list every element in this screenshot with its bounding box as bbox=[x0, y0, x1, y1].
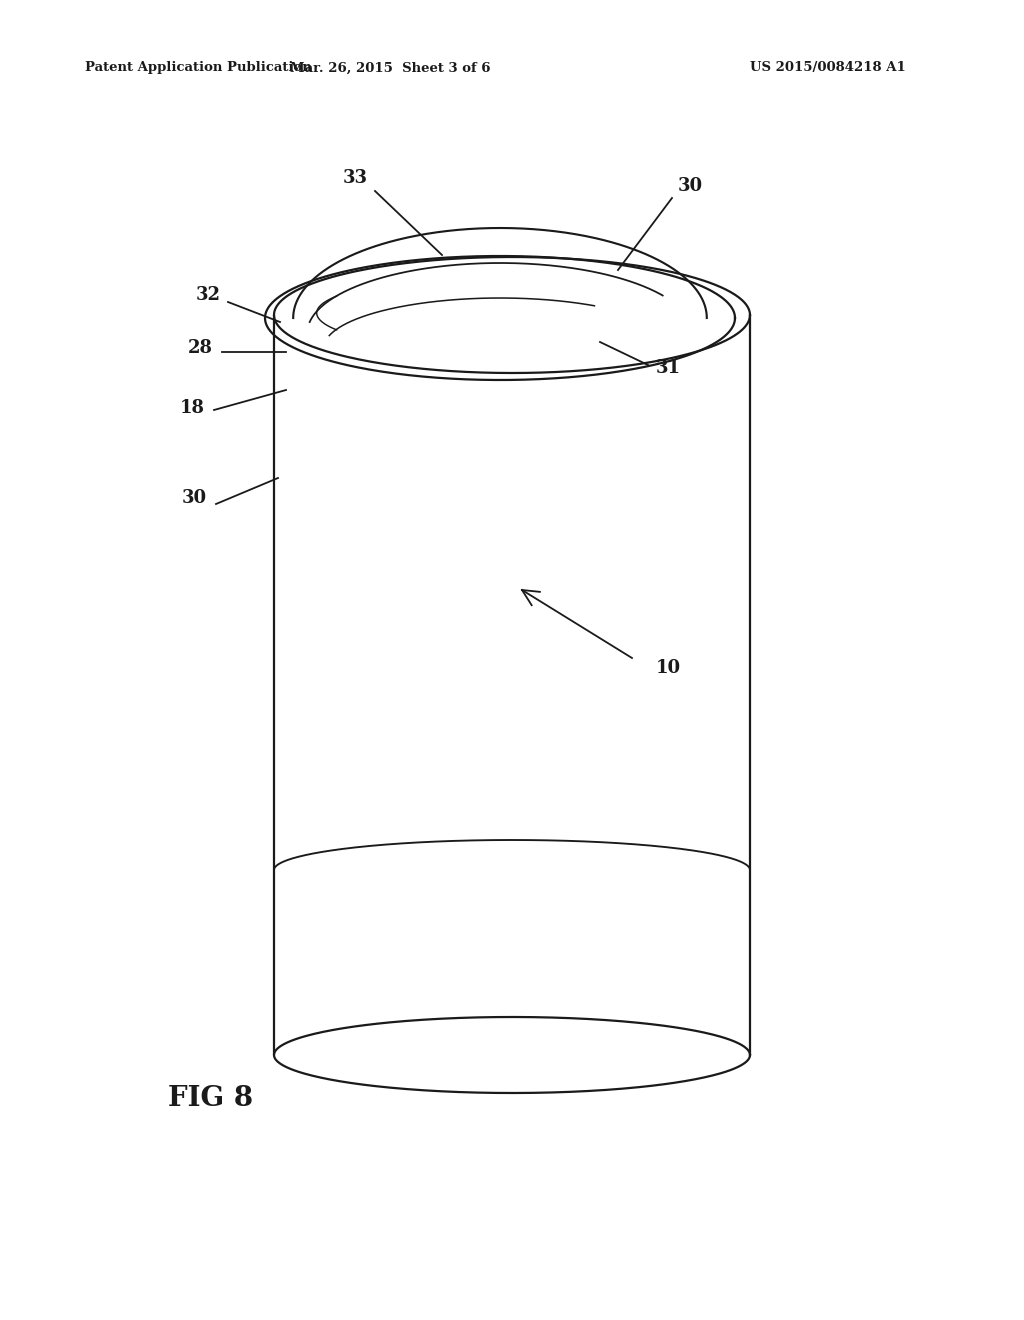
Text: 30: 30 bbox=[678, 177, 702, 195]
Text: 10: 10 bbox=[655, 659, 681, 677]
Text: 31: 31 bbox=[655, 359, 681, 378]
Text: 33: 33 bbox=[342, 169, 368, 187]
Text: FIG 8: FIG 8 bbox=[168, 1085, 253, 1111]
Text: 32: 32 bbox=[196, 286, 220, 304]
Text: 28: 28 bbox=[187, 339, 213, 356]
Text: US 2015/0084218 A1: US 2015/0084218 A1 bbox=[750, 62, 906, 74]
Text: 30: 30 bbox=[181, 488, 207, 507]
Text: Mar. 26, 2015  Sheet 3 of 6: Mar. 26, 2015 Sheet 3 of 6 bbox=[290, 62, 490, 74]
Text: 18: 18 bbox=[179, 399, 205, 417]
Text: Patent Application Publication: Patent Application Publication bbox=[85, 62, 311, 74]
